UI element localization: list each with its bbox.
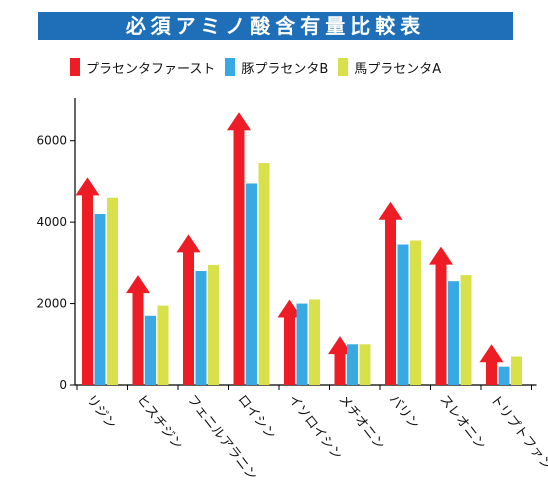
bar-arrow-placenta-first xyxy=(227,112,251,385)
bar-pig-placenta xyxy=(195,271,207,385)
y-tick-label: 0 xyxy=(59,378,67,392)
legend-label: 豚プラセンタB xyxy=(241,61,329,77)
bar-pig-placenta xyxy=(246,183,257,385)
bar-pig-placenta xyxy=(145,315,156,385)
legend-label: 馬プラセンタA xyxy=(354,61,442,77)
bar-arrow-placenta-first xyxy=(126,275,150,385)
x-tick-label: ロイシン xyxy=(234,392,278,442)
bar-arrow-placenta-first xyxy=(176,234,201,385)
bar-arrow-placenta-first xyxy=(328,336,352,385)
bar-arrow-placenta-first xyxy=(277,299,302,385)
x-tick-label: バリン xyxy=(386,392,422,432)
y-tick-label: 4000 xyxy=(36,215,67,229)
legend-item-pig-placenta: 豚プラセンタB xyxy=(225,58,328,77)
y-tick-label: 2000 xyxy=(36,297,67,311)
bar-pig-placenta xyxy=(498,366,510,385)
x-tick-label: ヒスチジン xyxy=(133,392,185,452)
bar-horse-placenta xyxy=(107,197,118,385)
bar-pig-placenta xyxy=(296,303,308,385)
x-tick-label: イソロイシン xyxy=(285,392,345,463)
y-tick-label: 6000 xyxy=(36,134,67,148)
x-tick-label: スレオニン xyxy=(436,392,488,452)
legend-item-horse-placenta: 馬プラセンタA xyxy=(338,58,441,77)
bar-pig-placenta xyxy=(448,281,459,385)
x-tick-label: トリプトファン xyxy=(487,392,548,473)
chart-title: 必須アミノ酸含有量比較表 xyxy=(38,12,513,40)
bar-pig-placenta xyxy=(94,214,106,385)
bar-horse-placenta xyxy=(460,275,472,385)
bar-horse-placenta xyxy=(157,305,169,385)
bar-horse-placenta xyxy=(359,344,371,385)
legend-label: プラセンタファースト xyxy=(86,61,216,77)
bar-horse-placenta xyxy=(309,299,320,385)
bar-arrow-placenta-first xyxy=(75,177,100,385)
bar-horse-placenta xyxy=(410,240,421,385)
bar-horse-placenta xyxy=(208,264,219,385)
legend-swatch-red xyxy=(70,58,80,76)
legend-swatch-blue xyxy=(225,58,236,76)
bar-pig-placenta xyxy=(397,244,409,385)
bar-horse-placenta xyxy=(511,356,522,385)
legend-swatch-yellow xyxy=(338,58,349,76)
x-tick-label: リジン xyxy=(83,392,119,432)
bar-arrow-placenta-first xyxy=(479,344,504,385)
x-tick-label: メチオニン xyxy=(335,392,387,452)
bar-arrow-placenta-first xyxy=(378,201,403,385)
bar-arrow-placenta-first xyxy=(429,246,453,385)
bar-pig-placenta xyxy=(347,344,358,385)
bar-horse-placenta xyxy=(258,163,270,385)
legend-item-placenta-first: プラセンタファースト xyxy=(70,58,215,77)
chart-legend: プラセンタファースト 豚プラセンタB 馬プラセンタA xyxy=(70,56,451,78)
